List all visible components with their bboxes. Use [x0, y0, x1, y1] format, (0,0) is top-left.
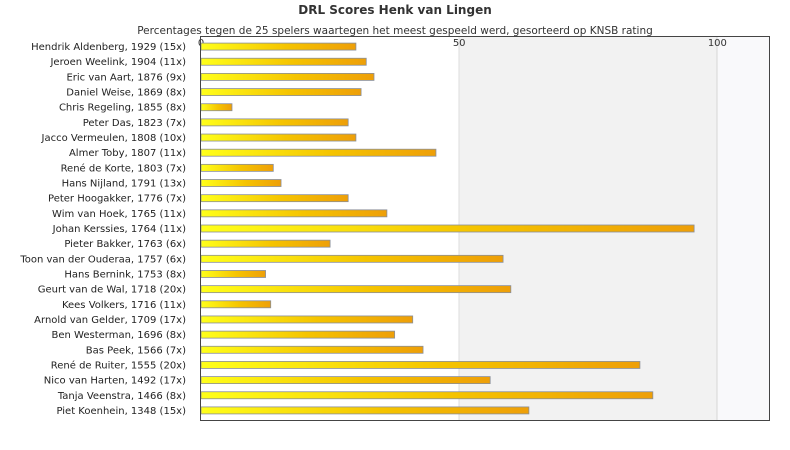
bar — [200, 118, 349, 127]
bar — [200, 103, 233, 112]
bar — [200, 163, 274, 172]
category-label: Peter Hoogakker, 1776 (7x) — [48, 194, 186, 205]
x-tick-label: 50 — [453, 38, 466, 49]
bar — [200, 406, 530, 415]
category-label: Daniel Weise, 1869 (8x) — [66, 88, 186, 99]
category-label: Pieter Bakker, 1763 (6x) — [64, 239, 186, 250]
bar — [200, 224, 695, 233]
bar — [200, 330, 396, 339]
category-label: Hans Bernink, 1753 (8x) — [64, 269, 186, 280]
bar — [200, 73, 375, 81]
bar — [200, 133, 357, 142]
category-label: Toon van der Ouderaa, 1757 (6x) — [19, 254, 186, 265]
category-labels: Hendrik Aldenberg, 1929 (15x) Jeroen Weel… — [19, 42, 186, 417]
bar — [200, 209, 388, 218]
bar — [200, 88, 362, 96]
category-label: Chris Regeling, 1855 (8x) — [59, 103, 186, 114]
category-label: Arnold van Gelder, 1709 (17x) — [34, 315, 186, 326]
category-label: Piet Koenhein, 1348 (15x) — [56, 406, 186, 417]
category-label: Peter Das, 1823 (7x) — [83, 118, 186, 129]
category-label: Wim van Hoek, 1765 (11x) — [52, 209, 186, 220]
bar — [200, 239, 331, 248]
category-label: Bas Peek, 1566 (7x) — [86, 345, 186, 356]
bar — [200, 270, 266, 278]
grid-band-100-110 — [717, 37, 769, 420]
bar — [200, 300, 272, 309]
category-label: Tanja Veenstra, 1466 (8x) — [57, 391, 186, 402]
x-tick-label: 100 — [708, 38, 727, 49]
category-label: Eric van Aart, 1876 (9x) — [66, 72, 186, 83]
bar — [200, 42, 357, 51]
plot-frame — [200, 36, 770, 421]
bar — [200, 57, 367, 66]
category-label: René de Korte, 1803 (7x) — [61, 162, 187, 174]
bar — [200, 179, 282, 187]
bar — [200, 285, 512, 294]
category-label: Ben Westerman, 1696 (8x) — [52, 330, 187, 341]
category-label: Hendrik Aldenberg, 1929 (15x) — [31, 42, 186, 53]
category-label: Hans Nijland, 1791 (13x) — [62, 179, 187, 190]
bars — [200, 42, 695, 415]
category-label: René de Ruiter, 1555 (20x) — [51, 359, 186, 371]
category-label: Geurt van de Wal, 1718 (20x) — [38, 285, 186, 296]
bar — [200, 391, 654, 400]
chart-subtitle: Percentages tegen de 25 spelers waartege… — [137, 25, 653, 37]
category-label: Jeroen Weelink, 1904 (11x) — [49, 57, 186, 68]
category-label: Nico van Harten, 1492 (17x) — [44, 376, 186, 387]
bar — [200, 194, 349, 203]
bar — [200, 345, 424, 354]
bar — [200, 315, 414, 324]
chart-title: DRL Scores Henk van Lingen — [298, 3, 492, 17]
bar — [200, 148, 437, 157]
category-label: Johan Kerssies, 1764 (11x) — [52, 224, 186, 235]
bar — [200, 376, 491, 385]
category-label: Jacco Vermeulen, 1808 (10x) — [41, 133, 187, 144]
category-label: Kees Volkers, 1716 (11x) — [62, 300, 186, 311]
bar — [200, 254, 504, 263]
category-label: Almer Toby, 1807 (11x) — [69, 148, 186, 159]
bar — [200, 361, 641, 369]
